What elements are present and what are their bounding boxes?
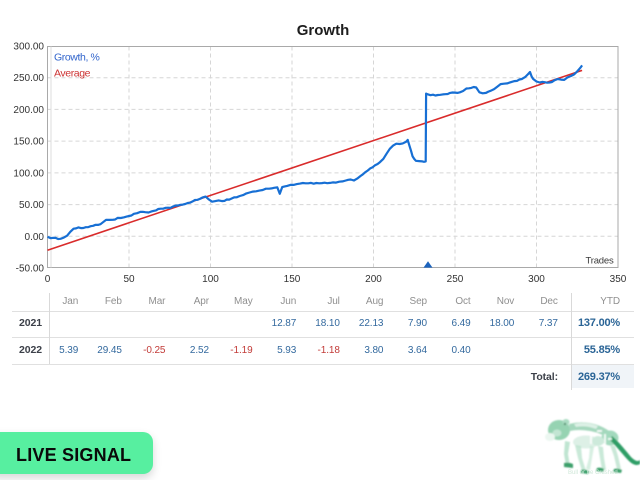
svg-text:Average: Average xyxy=(54,68,91,80)
svg-text:300.00: 300.00 xyxy=(13,42,44,53)
svg-text:0: 0 xyxy=(45,274,51,285)
svg-text:200.00: 200.00 xyxy=(13,105,44,116)
svg-text:250: 250 xyxy=(447,274,464,285)
svg-text:350: 350 xyxy=(610,274,627,285)
svg-text:100: 100 xyxy=(202,274,219,285)
svg-text:150.00: 150.00 xyxy=(13,137,44,148)
svg-text:300: 300 xyxy=(528,274,545,285)
svg-text:Growth, %: Growth, % xyxy=(54,52,99,64)
svg-text:50.00: 50.00 xyxy=(19,200,44,211)
svg-text:Growth: Growth xyxy=(297,22,350,39)
svg-text:-50.00: -50.00 xyxy=(16,264,45,275)
svg-text:0.00: 0.00 xyxy=(25,232,45,243)
svg-text:100.00: 100.00 xyxy=(13,168,44,179)
svg-text:50: 50 xyxy=(123,274,135,285)
svg-text:Trades: Trades xyxy=(585,256,613,267)
svg-text:200: 200 xyxy=(365,274,382,285)
svg-text:250.00: 250.00 xyxy=(13,73,44,84)
svg-text:150: 150 xyxy=(284,274,301,285)
svg-text:Bull or be Crushed: Bull or be Crushed xyxy=(568,470,618,476)
